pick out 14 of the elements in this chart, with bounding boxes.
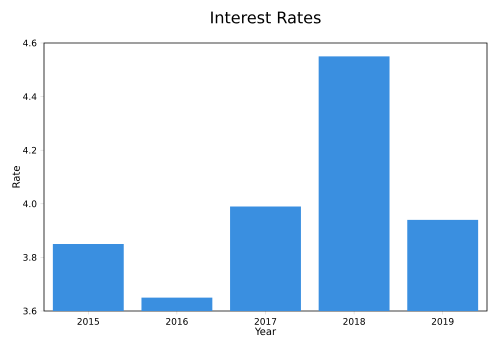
- x-tick-label: 2018: [343, 318, 365, 325]
- y-tick-label: 3.6: [23, 308, 36, 314]
- y-tick-label: 4.6: [23, 40, 36, 46]
- y-tick-label: 4.4: [23, 93, 36, 100]
- x-tick-label: 2016: [166, 318, 188, 325]
- x-tick-label: 2019: [432, 318, 454, 325]
- y-axis-title: Rate: [12, 166, 20, 188]
- x-axis-title: Year: [254, 328, 276, 336]
- x-tick-label: 2015: [78, 318, 99, 325]
- y-tick-label: 4.2: [23, 146, 36, 154]
- chart-title: Interest Rates: [211, 12, 321, 24]
- y-tick-label: 4.0: [23, 200, 36, 208]
- y-tick-label: 3.8: [23, 254, 36, 261]
- x-tick-label: 2017: [254, 318, 276, 325]
